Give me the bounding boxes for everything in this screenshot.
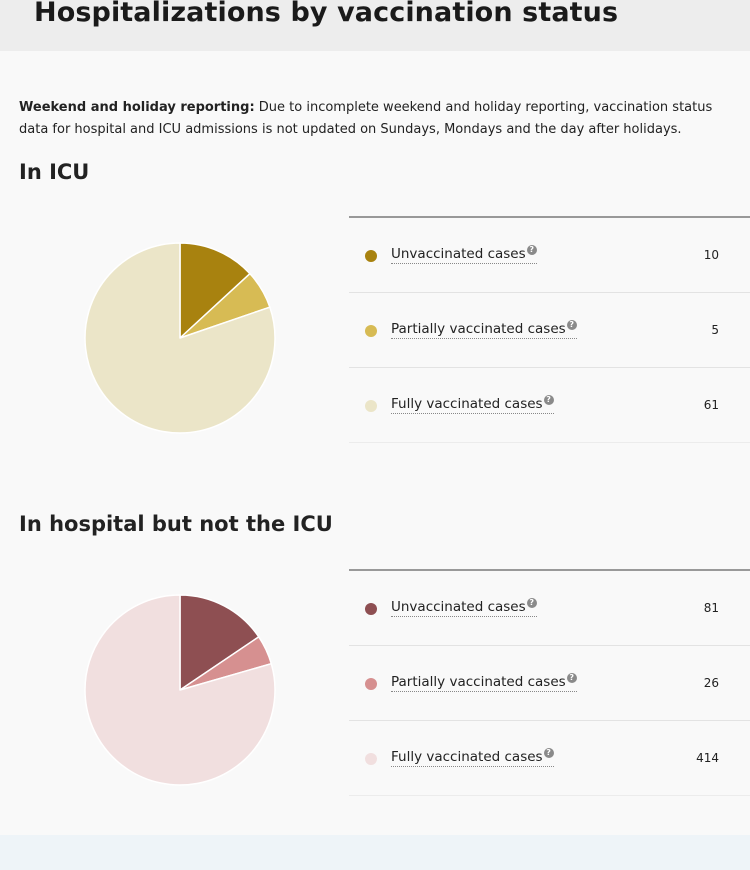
help-icon[interactable]: ?: [543, 748, 554, 758]
icu-row-fully-vaccinated: Fully vaccinated cases? 61: [349, 368, 750, 443]
reporting-note-heading: Weekend and holiday reporting:: [19, 100, 255, 115]
hospital-legend-table: Unvaccinated cases? 81 Partially vaccina…: [349, 569, 750, 796]
unvaccinated-label[interactable]: Unvaccinated cases?: [391, 245, 537, 264]
page-header: Hospitalizations by vaccination status: [0, 0, 750, 51]
fully-vaccinated-swatch-icon: [365, 753, 377, 765]
pie-slice-fully-vaccinated-cases[interactable]: [84, 242, 276, 434]
hospital-row-partially-vaccinated: Partially vaccinated cases? 26: [349, 646, 750, 721]
fully-vaccinated-swatch-icon: [365, 400, 377, 412]
hospital-row-unvaccinated: Unvaccinated cases? 81: [349, 571, 750, 646]
fully-vaccinated-value: 414: [696, 751, 719, 765]
icu-legend-table: Unvaccinated cases? 10 Partially vaccina…: [349, 216, 750, 443]
partially-vaccinated-swatch-icon: [365, 325, 377, 337]
fully-vaccinated-label[interactable]: Fully vaccinated cases?: [391, 748, 554, 767]
reporting-note: Weekend and holiday reporting: Due to in…: [19, 97, 734, 141]
help-icon[interactable]: ?: [543, 395, 554, 405]
section-title-icu: In ICU: [19, 160, 90, 184]
pie-slice-fully-vaccinated-cases[interactable]: [84, 594, 276, 786]
unvaccinated-value: 10: [703, 248, 719, 262]
reporting-note-text: Due to incomplete weekend and holiday re…: [19, 100, 713, 137]
unvaccinated-value: 81: [703, 601, 719, 615]
help-icon[interactable]: ?: [526, 245, 537, 255]
icu-row-unvaccinated: Unvaccinated cases? 10: [349, 218, 750, 293]
pie-slice-unvaccinated-cases[interactable]: [179, 594, 260, 691]
page-title: Hospitalizations by vaccination status: [34, 0, 619, 28]
unvaccinated-swatch-icon: [365, 603, 377, 615]
fully-vaccinated-label[interactable]: Fully vaccinated cases?: [391, 395, 554, 414]
icu-pie-chart: [84, 242, 276, 434]
icu-row-partially-vaccinated: Partially vaccinated cases? 5: [349, 293, 750, 368]
section-title-hospital: In hospital but not the ICU: [19, 512, 333, 536]
partially-vaccinated-value: 26: [703, 676, 719, 690]
help-icon[interactable]: ?: [526, 598, 537, 608]
pie-slice-unvaccinated-cases[interactable]: [179, 242, 251, 339]
hospital-pie-chart: [84, 594, 276, 786]
partially-vaccinated-swatch-icon: [365, 678, 377, 690]
unvaccinated-label[interactable]: Unvaccinated cases?: [391, 598, 537, 617]
help-icon[interactable]: ?: [566, 320, 577, 330]
hospital-row-fully-vaccinated: Fully vaccinated cases? 414: [349, 721, 750, 796]
partially-vaccinated-label[interactable]: Partially vaccinated cases?: [391, 673, 577, 692]
unvaccinated-swatch-icon: [365, 250, 377, 262]
fully-vaccinated-value: 61: [703, 398, 719, 412]
help-icon[interactable]: ?: [566, 673, 577, 683]
partially-vaccinated-label[interactable]: Partially vaccinated cases?: [391, 320, 577, 339]
partially-vaccinated-value: 5: [711, 323, 719, 337]
